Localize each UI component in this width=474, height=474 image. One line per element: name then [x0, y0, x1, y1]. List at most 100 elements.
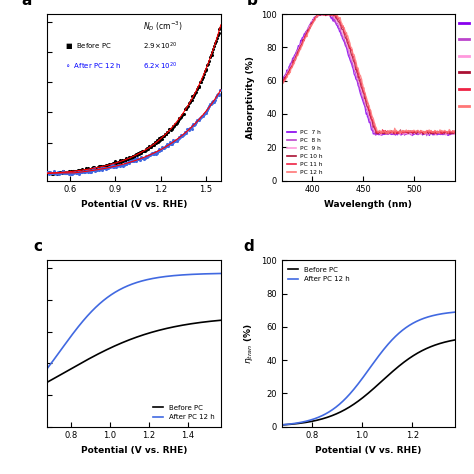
Point [171, 123, 178, 130]
Point [124, 158, 132, 165]
Point [176, 134, 183, 141]
Point [194, 116, 201, 124]
Text: b: b [247, 0, 258, 8]
Point [71, 168, 78, 175]
Point [142, 154, 149, 161]
Point [205, 57, 213, 64]
Point [190, 120, 197, 128]
Text: c: c [34, 239, 43, 254]
Point [50, 169, 57, 176]
Point [196, 82, 203, 90]
Point [72, 169, 79, 176]
Point [214, 31, 221, 38]
Point [59, 167, 67, 175]
Point [124, 160, 131, 167]
Point [77, 167, 84, 174]
Point [61, 170, 69, 177]
X-axis label: Potential (V vs. RHE): Potential (V vs. RHE) [81, 200, 187, 209]
Point [92, 167, 100, 174]
Point [85, 167, 93, 174]
Point [113, 162, 121, 170]
Point [102, 162, 109, 169]
Point [164, 140, 171, 148]
Point [64, 169, 71, 176]
Point [87, 168, 95, 175]
Point [182, 104, 190, 112]
Point [50, 170, 57, 177]
Point [110, 164, 118, 171]
Point [79, 167, 87, 175]
Point [214, 91, 221, 98]
Point [101, 164, 109, 172]
Point [111, 163, 119, 170]
Point [212, 93, 220, 100]
Point [108, 160, 116, 167]
Point [200, 70, 208, 77]
Point [147, 150, 155, 158]
Legend: Before PC, After PC 12 h: Before PC, After PC 12 h [285, 264, 352, 285]
Point [211, 96, 219, 104]
Point [122, 155, 129, 162]
Point [45, 168, 52, 175]
Point [163, 142, 170, 150]
Point [149, 149, 156, 157]
Point [174, 136, 182, 143]
Point [53, 170, 61, 178]
Point [73, 169, 81, 177]
Point [167, 126, 174, 134]
Point [91, 163, 98, 171]
Point [202, 109, 210, 117]
Point [49, 169, 56, 176]
Point [93, 164, 100, 172]
Legend: Before PC, After PC 12 h: Before PC, After PC 12 h [150, 402, 218, 423]
Point [139, 155, 147, 162]
Point [57, 169, 65, 177]
Point [86, 168, 94, 175]
Point [182, 105, 189, 113]
Point [63, 169, 70, 177]
Point [185, 99, 193, 107]
Point [163, 131, 170, 138]
Point [189, 92, 196, 100]
Point [112, 163, 120, 171]
Point [111, 157, 119, 165]
Point [135, 150, 142, 157]
Point [117, 156, 124, 164]
Point [97, 165, 104, 173]
Point [213, 35, 220, 42]
Point [72, 167, 79, 174]
Point [94, 164, 101, 171]
Point [91, 164, 99, 172]
Point [112, 159, 120, 166]
Point [97, 163, 104, 170]
Point [203, 107, 211, 114]
Point [158, 144, 166, 151]
Point [168, 140, 175, 148]
Point [55, 169, 63, 176]
Point [83, 165, 91, 173]
Point [60, 169, 68, 176]
Point [153, 136, 161, 144]
Point [74, 168, 82, 176]
Point [144, 153, 151, 161]
Point [51, 170, 58, 177]
Point [114, 158, 121, 165]
Point [131, 155, 139, 163]
Point [90, 166, 97, 173]
Point [193, 116, 201, 123]
Point [183, 103, 191, 110]
Point [132, 158, 140, 165]
Point [138, 147, 146, 155]
Point [69, 167, 76, 175]
Point [95, 162, 102, 170]
Point [166, 125, 173, 133]
Point [149, 141, 156, 148]
Point [201, 109, 209, 117]
X-axis label: Potential (V vs. RHE): Potential (V vs. RHE) [81, 446, 187, 455]
Point [120, 157, 128, 164]
Point [106, 163, 114, 171]
Text: $2.9\!\times\!10^{20}$: $2.9\!\times\!10^{20}$ [143, 41, 177, 52]
Point [164, 128, 171, 136]
Point [129, 156, 137, 164]
Point [46, 168, 53, 176]
